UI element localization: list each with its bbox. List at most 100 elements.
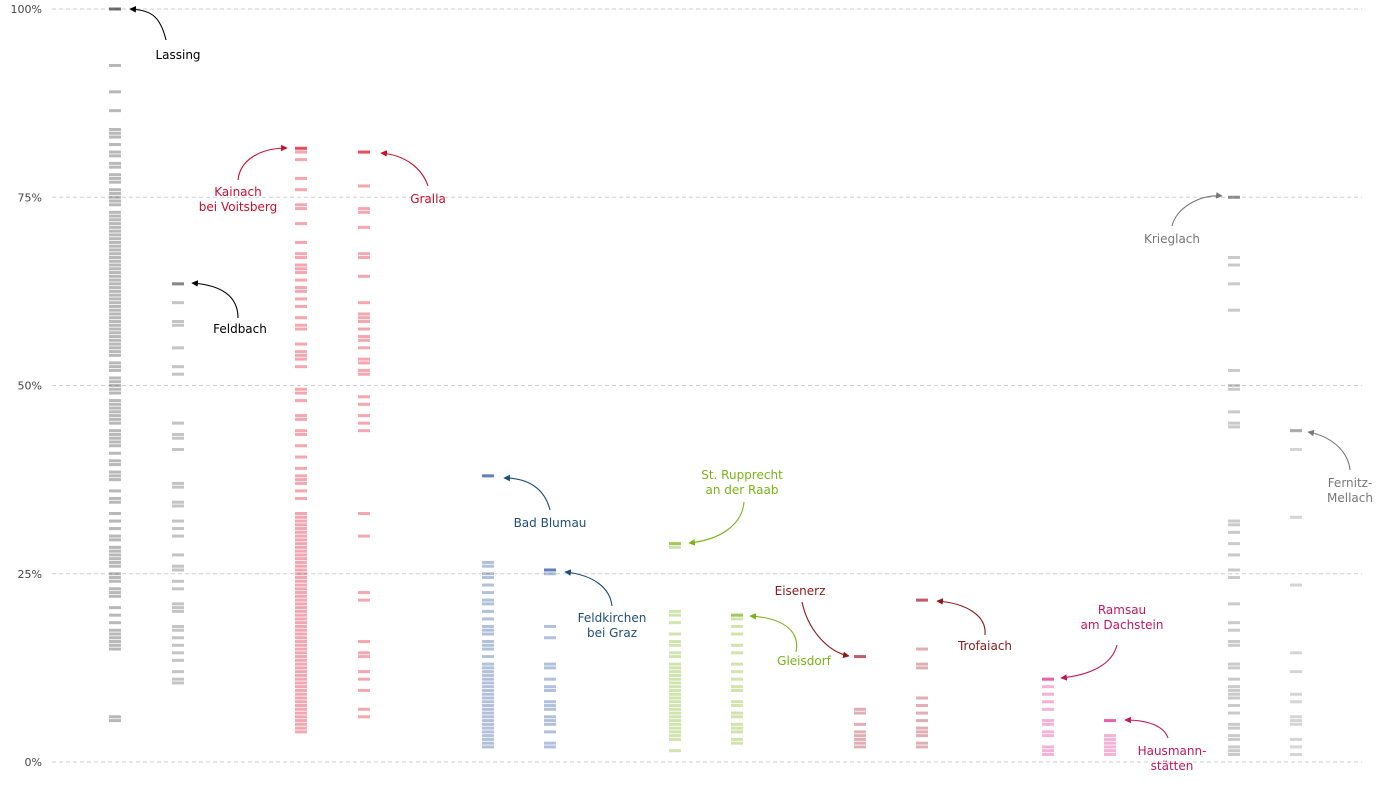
value-mark [109, 640, 121, 644]
value-mark [669, 609, 681, 613]
value-mark [916, 696, 928, 700]
value-mark [109, 606, 121, 610]
value-mark [544, 636, 556, 640]
value-mark [358, 327, 370, 331]
value-mark [109, 312, 121, 316]
value-mark [109, 545, 121, 549]
value-mark [172, 587, 184, 591]
value-mark [109, 613, 121, 617]
value-mark [854, 730, 866, 734]
value-mark [669, 640, 681, 644]
value-mark [295, 489, 307, 493]
value-mark [295, 711, 307, 715]
value-mark [109, 564, 121, 568]
value-mark [109, 173, 121, 177]
value-mark [109, 632, 121, 636]
value-mark [295, 496, 307, 500]
value-mark [109, 451, 121, 455]
value-mark [358, 184, 370, 188]
value-mark [295, 538, 307, 542]
value-mark [669, 673, 681, 677]
value-mark [1228, 384, 1240, 387]
value-mark [295, 342, 307, 346]
value-mark [109, 271, 121, 275]
value-mark [109, 436, 121, 440]
value-mark [1042, 685, 1054, 689]
value-mark [109, 591, 121, 595]
value-mark [109, 463, 121, 467]
value-mark [109, 154, 121, 158]
value-mark [916, 741, 928, 745]
value-mark [358, 319, 370, 323]
value-mark [109, 248, 121, 252]
value-mark [109, 301, 121, 305]
value-mark [731, 632, 743, 636]
value-mark [1228, 711, 1240, 715]
value-mark [669, 715, 681, 719]
value-mark [669, 632, 681, 636]
value-mark [544, 688, 556, 692]
value-mark [1228, 410, 1240, 414]
value-mark [172, 677, 184, 681]
annotation-arrow [129, 6, 167, 41]
value-mark [1042, 707, 1054, 711]
value-mark [109, 368, 121, 372]
value-mark [358, 655, 370, 659]
value-mark [1228, 752, 1240, 756]
value-mark [482, 647, 494, 651]
value-mark [295, 323, 307, 327]
value-mark [358, 707, 370, 711]
value-mark [358, 715, 370, 719]
value-mark [544, 662, 556, 666]
value-mark [544, 741, 556, 745]
column-0 [109, 7, 121, 723]
value-mark [172, 651, 184, 655]
annotation-label: Feldbach [213, 322, 267, 336]
value-mark [109, 240, 121, 244]
value-mark [295, 252, 307, 256]
value-mark [1228, 425, 1240, 429]
value-mark [1104, 752, 1116, 756]
value-mark [109, 259, 121, 263]
value-mark [295, 640, 307, 644]
value-mark [295, 643, 307, 647]
annotation-label-line: Feldbach [213, 322, 267, 336]
annotation-arrow [237, 144, 288, 181]
value-mark [1042, 752, 1054, 756]
value-mark [358, 312, 370, 316]
annotation-label: Kainach bei Voitsberg [199, 185, 277, 214]
annotation-label: Bad Blumau [514, 516, 587, 530]
value-mark [358, 316, 370, 320]
value-mark [109, 267, 121, 271]
value-mark [482, 677, 494, 681]
highlight-mark [1042, 677, 1054, 681]
annotation-arrow [749, 613, 798, 653]
value-mark [172, 485, 184, 489]
value-mark [358, 368, 370, 372]
highlight-mark [854, 655, 866, 659]
value-mark [109, 214, 121, 218]
value-mark [109, 346, 121, 350]
value-mark [295, 478, 307, 482]
value-mark [1290, 692, 1302, 696]
annotation-label-line: Trofaiach [957, 639, 1012, 653]
value-mark [669, 685, 681, 689]
annotation-arrow [191, 280, 239, 319]
value-mark [295, 557, 307, 561]
value-mark [172, 553, 184, 557]
value-mark [172, 670, 184, 674]
value-mark [916, 711, 928, 715]
annotation-label-line: St. Rupprecht [701, 468, 783, 482]
value-mark [358, 688, 370, 692]
value-mark [109, 391, 121, 395]
annotation-label: Gleisdorf [777, 654, 831, 668]
value-mark [482, 685, 494, 689]
value-mark [295, 613, 307, 617]
value-mark [544, 704, 556, 708]
value-mark [109, 557, 121, 561]
value-mark [295, 609, 307, 613]
value-mark [1228, 749, 1240, 753]
annotation-label: Krieglach [1144, 232, 1200, 246]
value-mark [731, 730, 743, 734]
value-mark [358, 677, 370, 681]
